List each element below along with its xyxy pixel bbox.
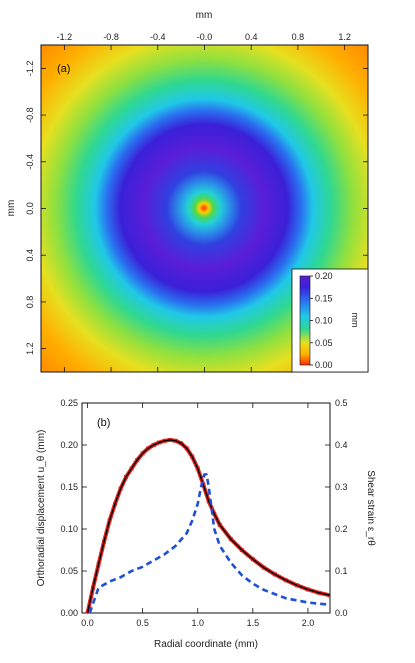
panel-a-label: (a) — [57, 63, 70, 75]
panel-b-ytick-right-label: 0.5 — [335, 398, 348, 408]
panel-b-ytick-label: 0.10 — [60, 524, 78, 534]
panel-b: 0.0 0.5 1.0 1.5 2.0 0.00 0.05 0.10 0.15 0.20 0.25… — [36, 398, 376, 650]
panel-b-ytick-right-label: 0.3 — [335, 482, 348, 492]
panel-b-ytick-right-label: 0.1 — [335, 566, 348, 576]
panel-a-ytick-label: -0.8 — [25, 107, 35, 123]
panel-b-ytick-right-label: 0.0 — [335, 608, 348, 618]
panel-b-xtick-label: 0.5 — [136, 618, 149, 628]
panel-b-ytick-label: 0.20 — [60, 440, 78, 450]
colorbar-label: mm — [350, 313, 360, 328]
panel-b-frame — [81, 402, 331, 614]
panel-b-xlabel: Radial coordinate (mm) — [154, 639, 258, 650]
panel-b-xtick-label: 2.0 — [302, 618, 315, 628]
colorbar-tick-label: 0.00 — [315, 360, 333, 370]
panel-a-ytick-label: 0.0 — [25, 202, 35, 215]
panel-a-xtick-label: 1.2 — [338, 32, 351, 42]
series-blue-dashed-strain — [88, 473, 330, 613]
colorbar-tick-label: 0.20 — [315, 271, 333, 281]
panel-b-ylabel-right: Shear strain ε_rθ — [365, 470, 376, 546]
panel-b-ytick-label: 0.00 — [60, 608, 78, 618]
panel-a-ytick-label: -0.4 — [25, 154, 35, 170]
panel-a: -1.2 -0.8 -0.4 -0.0 0.4 0.8 1.2 -1.2 -0.8 -0.4 0.… — [6, 10, 369, 373]
panel-a-xtick-label: -0.4 — [150, 32, 166, 42]
panel-a-xlabel: mm — [196, 10, 213, 21]
panel-b-xtick-label: 1.5 — [247, 618, 260, 628]
panel-b-label: (b) — [97, 417, 110, 429]
panel-a-ylabel: mm — [6, 200, 17, 217]
colorbar-tick-label: 0.10 — [315, 316, 333, 326]
panel-b-xtick-label: 1.0 — [191, 618, 204, 628]
colorbar: 0.20 0.15 0.10 0.05 0.00 mm — [291, 268, 369, 373]
panel-b-ytick-label: 0.15 — [60, 482, 78, 492]
panel-a-xtick-label: -1.2 — [57, 32, 73, 42]
panel-b-ytick-label: 0.25 — [60, 398, 78, 408]
panel-a-ytick-label: 0.4 — [25, 249, 35, 262]
panel-a-ytick-label: -1.2 — [25, 61, 35, 77]
panel-a-xtick-label: 0.4 — [245, 32, 258, 42]
colorbar-tick-label: 0.15 — [315, 293, 333, 303]
panel-b-ytick-label: 0.05 — [60, 566, 78, 576]
panel-a-xtick-label: -0.0 — [197, 32, 213, 42]
panel-b-ytick-right-label: 0.2 — [335, 524, 348, 534]
panel-a-xtick-label: 0.8 — [292, 32, 305, 42]
colorbar-gradient — [299, 275, 311, 366]
panel-b-xtick-label: 0.0 — [81, 618, 94, 628]
panel-a-xtick-label: -0.8 — [103, 32, 119, 42]
colorbar-tick-label: 0.05 — [315, 338, 333, 348]
panel-b-ytick-right-label: 0.4 — [335, 440, 348, 450]
series-black-fit-line — [86, 439, 330, 613]
panel-a-ytick-label: 1.2 — [25, 342, 35, 355]
panel-b-ylabel: Orthoradial displacement u_θ (mm) — [36, 430, 47, 587]
panel-a-ytick-label: 0.8 — [25, 296, 35, 309]
